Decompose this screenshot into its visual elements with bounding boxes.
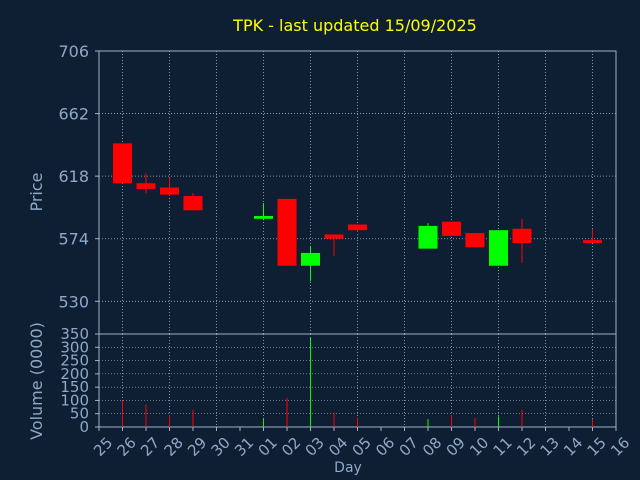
candle-body — [489, 230, 508, 266]
candle-body — [465, 233, 485, 248]
x-tick-label: 15 — [584, 434, 610, 460]
x-tick-label: 11 — [490, 434, 516, 460]
x-tick-label: 31 — [231, 434, 257, 460]
price-tick-label: 618 — [58, 167, 89, 186]
candle-body — [418, 225, 438, 249]
volume-tick-label: 100 — [60, 391, 89, 409]
candle-body — [254, 215, 273, 219]
x-tick-label: 06 — [372, 434, 398, 460]
volume-tick-label: 250 — [60, 352, 89, 370]
candle-body — [277, 198, 297, 266]
candle-body — [160, 187, 179, 195]
x-axis-label: Day — [334, 460, 362, 476]
volume-tick-label: 350 — [60, 325, 89, 343]
x-tick-label: 12 — [513, 434, 539, 460]
candle-body — [113, 143, 132, 184]
x-tick-label: 05 — [349, 434, 375, 460]
chart-title: TPK - last updated 15/09/2025 — [232, 16, 477, 35]
candle-body — [348, 224, 367, 231]
price-tick-label: 662 — [58, 105, 89, 124]
price-axis-label: Price — [27, 172, 46, 211]
x-tick-label: 13 — [537, 434, 563, 460]
candle-body — [183, 196, 203, 211]
price-tick-label: 530 — [58, 292, 89, 311]
volume-tick-label: 200 — [60, 365, 89, 383]
candle-body — [512, 228, 532, 243]
volume-tick-label: 300 — [60, 338, 89, 356]
candle-body — [583, 240, 602, 243]
candle-body — [301, 252, 320, 266]
candle-body — [136, 183, 156, 189]
volume-plot-frame — [98, 333, 617, 428]
x-tick-label: 27 — [137, 434, 163, 460]
x-tick-label: 28 — [161, 434, 187, 460]
x-tick-label: 29 — [184, 434, 210, 460]
x-tick-label: 26 — [114, 434, 140, 460]
x-tick-label: 25 — [90, 434, 116, 460]
candle-body — [324, 234, 344, 239]
price-tick-label: 574 — [58, 230, 89, 249]
x-tick-label: 09 — [443, 434, 469, 460]
x-tick-label: 16 — [607, 434, 633, 460]
price-panel: 706 662 618 574 530 — [58, 42, 617, 335]
x-tick-label: 08 — [419, 434, 445, 460]
price-tick-label: 706 — [58, 42, 89, 61]
x-tick-label: 10 — [466, 434, 492, 460]
x-axis: 2526272829303101020304050607080910111213… — [90, 427, 633, 460]
x-tick-label: 07 — [396, 434, 422, 460]
volume-tick-label: 0 — [79, 418, 89, 436]
x-tick-label: 02 — [278, 434, 304, 460]
volume-tick-label: 50 — [70, 405, 89, 423]
x-tick-label: 03 — [302, 434, 328, 460]
x-tick-label: 14 — [560, 434, 586, 460]
x-tick-label: 30 — [208, 434, 234, 460]
x-tick-label: 01 — [255, 434, 281, 460]
candle-body — [442, 221, 461, 236]
x-tick-label: 04 — [325, 434, 351, 460]
volume-tick-label: 150 — [60, 378, 89, 396]
volume-axis-label: Volume (0000) — [27, 322, 46, 440]
